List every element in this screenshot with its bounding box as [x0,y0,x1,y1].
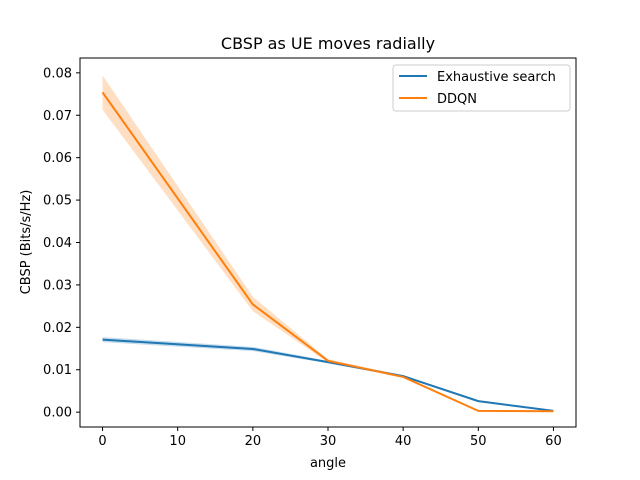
confidence-bands [102,75,554,412]
x-tick-label: 20 [245,434,262,449]
y-tick-label: 0.01 [43,363,72,378]
legend: Exhaustive search DDQN [392,64,571,112]
x-tick-label: 50 [470,434,487,449]
x-tick-label: 40 [395,434,412,449]
x-tick-label: 60 [545,434,562,449]
series-line-ddqn [101,91,554,413]
x-tick-label: 10 [169,434,186,449]
plot-frame [79,57,577,428]
x-axis-label: angle [310,456,346,471]
y-tick-label: 0.07 [43,109,72,124]
y-axis-label: CBSP (Bits/s/Hz) [19,190,34,295]
y-tick-label: 0.06 [43,151,72,166]
series-lines [101,91,554,413]
series-line-exhaustive-search [102,338,554,412]
y-tick-label: 0.03 [43,278,72,293]
y-tick-label: 0.05 [43,194,72,209]
y-tick-label: 0.00 [43,406,72,421]
y-tick-label: 0.02 [43,321,72,336]
x-tick-label: 0 [98,434,106,449]
legend-box [392,64,571,112]
y-tick-label: 0.04 [43,236,72,251]
band-exhaustive-search [102,337,554,412]
legend-label-exhaustive-search: Exhaustive search [437,70,556,85]
y-axis-ticks: 0.00 0.01 0.02 0.03 0.04 0.05 0.06 0.07 0.08 [43,66,80,421]
x-tick-label: 30 [320,434,337,449]
y-tick-label: 0.08 [43,66,72,81]
legend-label-ddqn: DDQN [437,92,477,107]
chart-title: CBSP as UE moves radially [221,34,435,53]
x-axis-ticks: 0 10 20 30 40 50 60 [98,427,562,449]
